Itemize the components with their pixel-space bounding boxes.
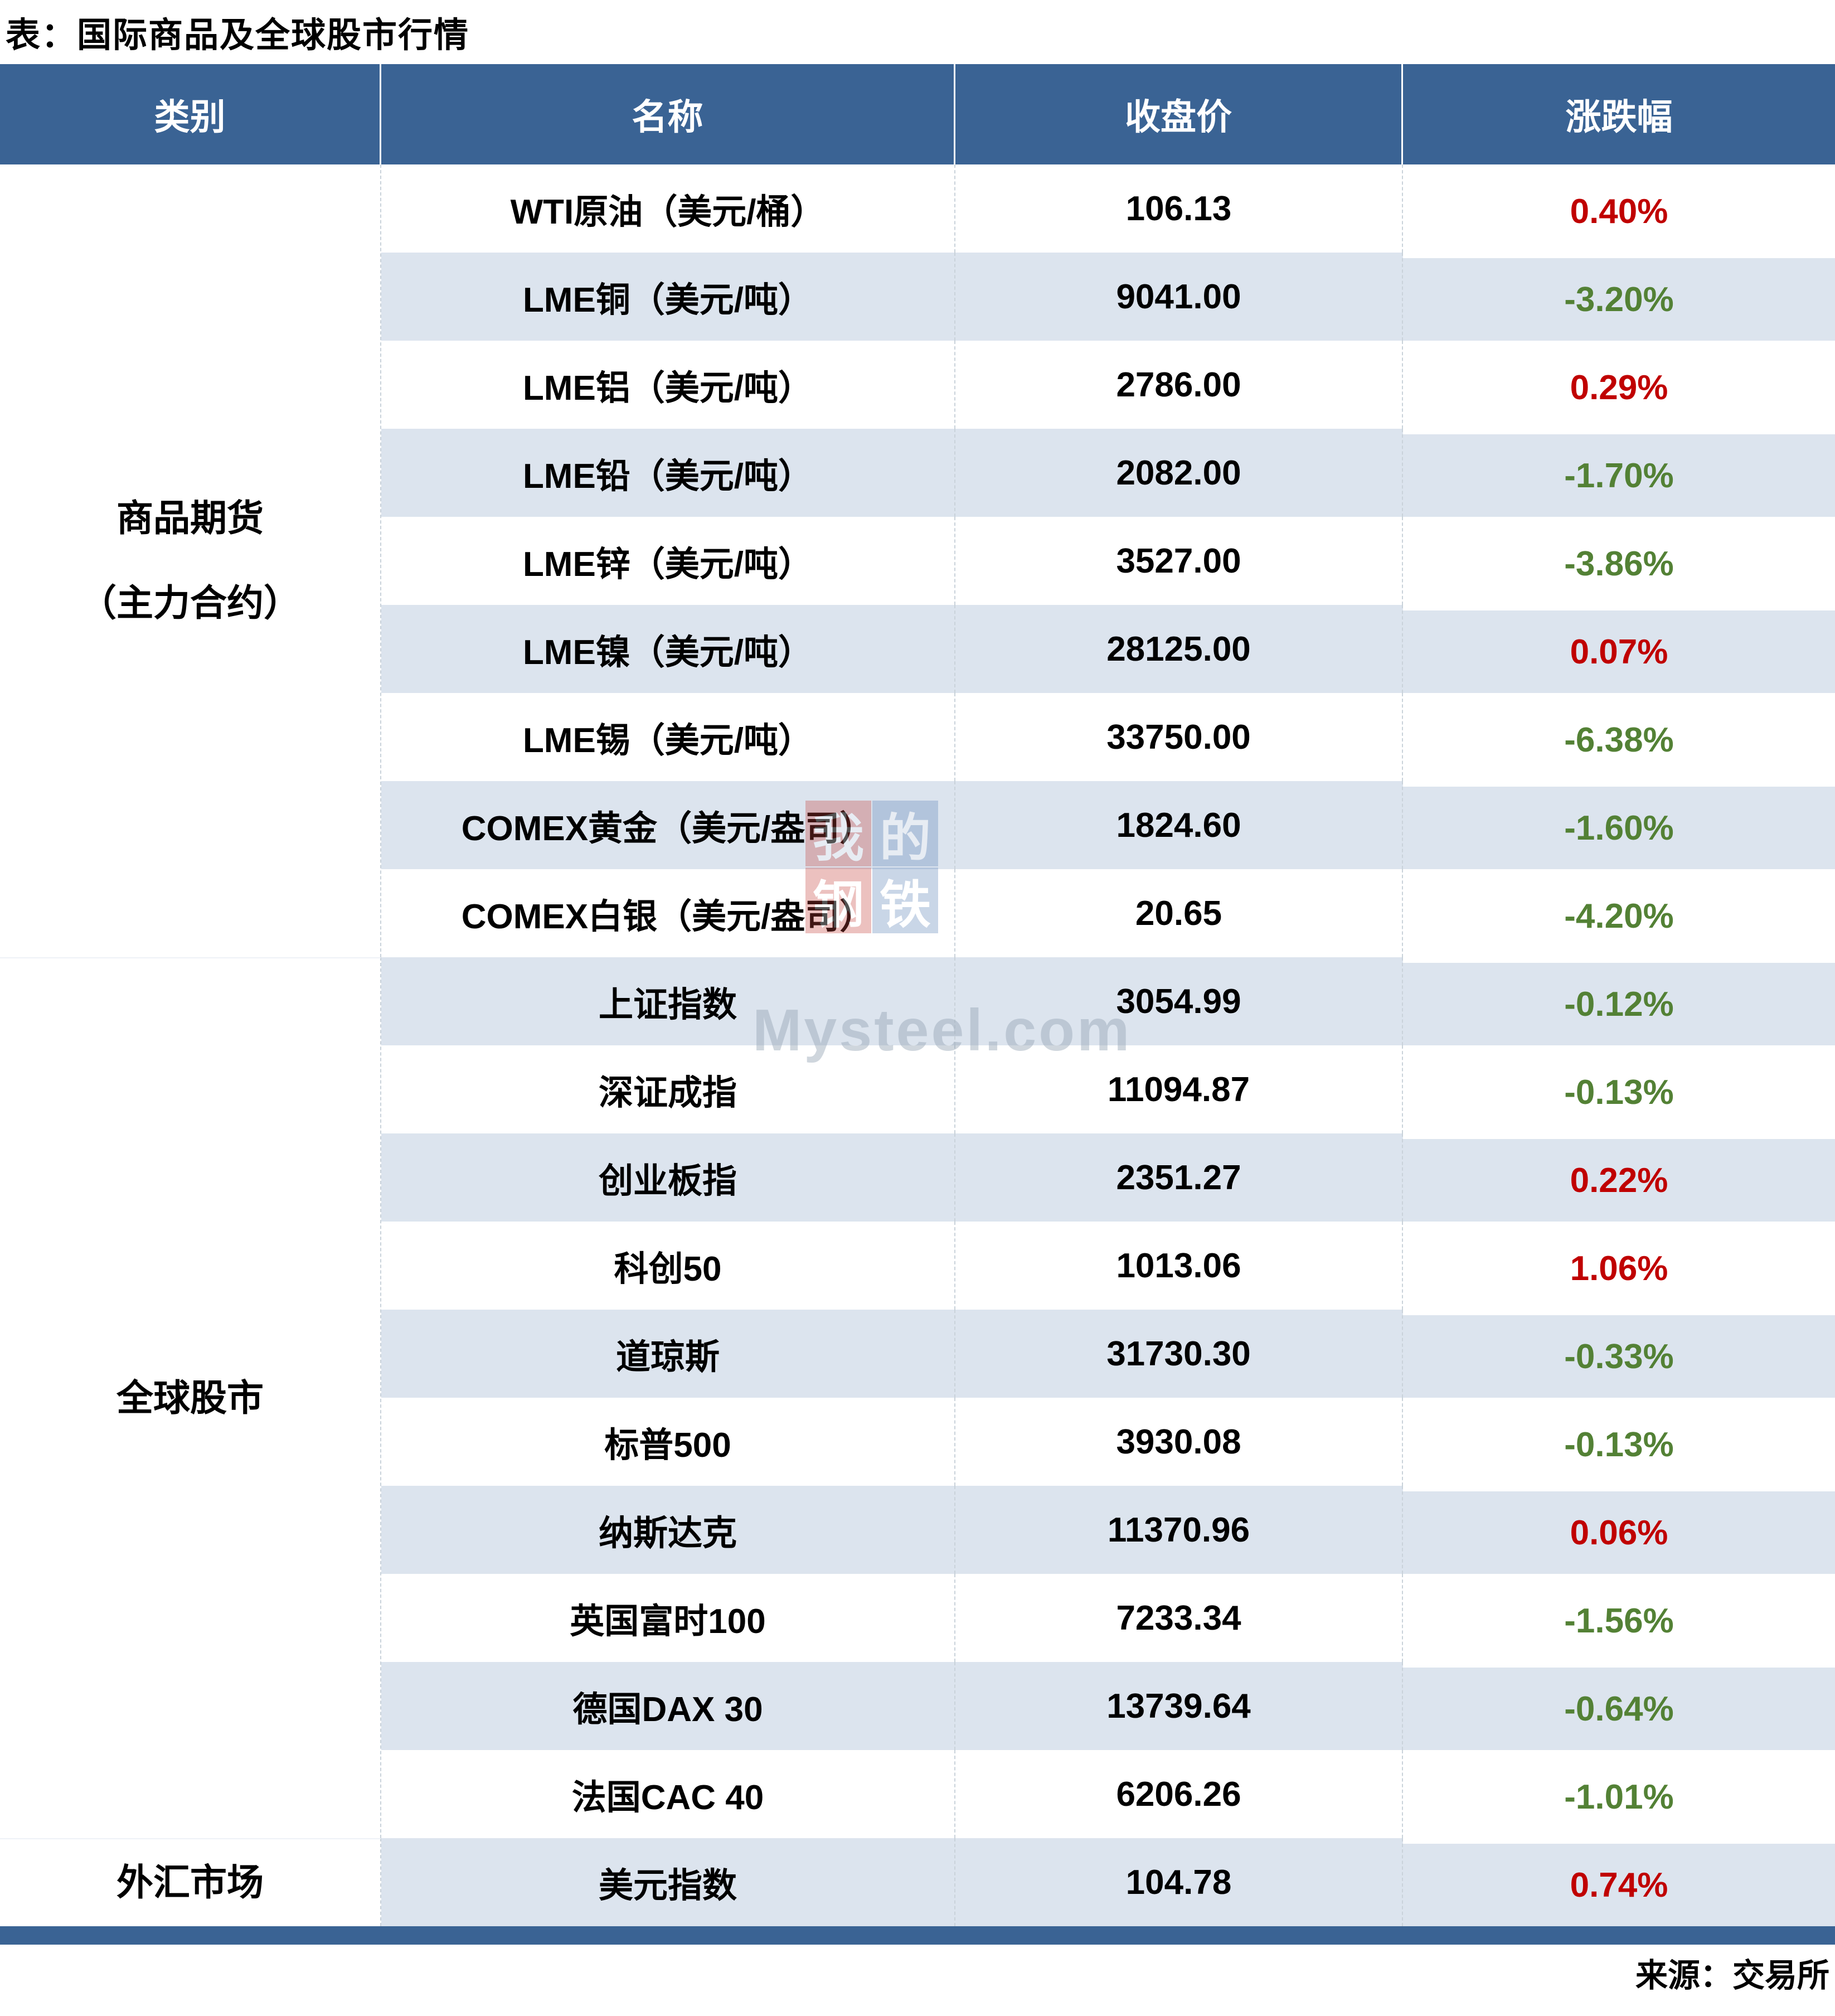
instrument-name-cell: 深证成指	[381, 1045, 955, 1133]
category-label-line: 外汇市场	[116, 1862, 264, 1903]
table-row: LME锡（美元/吨） 33750.00 -6.38%	[0, 693, 1835, 781]
header-close-price: 收盘价	[955, 64, 1403, 164]
change-pct-cell: -6.38%	[1403, 693, 1835, 781]
instrument-name-cell: 德国DAX 30	[381, 1662, 955, 1750]
change-pct-cell: -3.86%	[1403, 517, 1835, 605]
instrument-name-cell: 法国CAC 40	[381, 1750, 955, 1838]
instrument-name-cell: LME镍（美元/吨）	[381, 605, 955, 693]
table-row: 德国DAX 30 13739.64 -0.64%	[0, 1662, 1835, 1750]
instrument-name-cell: 纳斯达克	[381, 1486, 955, 1574]
change-pct-cell: -1.01%	[1403, 1750, 1835, 1838]
change-pct-cell: -3.20%	[1403, 253, 1835, 341]
change-pct-cell: -0.12%	[1403, 957, 1835, 1045]
change-pct-cell: -0.33%	[1403, 1310, 1835, 1398]
instrument-name-cell: LME铅（美元/吨）	[381, 429, 955, 517]
change-pct-cell: 1.06%	[1403, 1222, 1835, 1310]
table-row: COMEX白银（美元/盎司） 20.65 -4.20%	[0, 869, 1835, 957]
instrument-name-cell: 美元指数	[381, 1838, 955, 1926]
table-row: 道琼斯 31730.30 -0.33%	[0, 1310, 1835, 1398]
table-row: 纳斯达克 11370.96 0.06%	[0, 1486, 1835, 1574]
change-pct-cell: -0.13%	[1403, 1045, 1835, 1133]
category-label-line: （主力合约）	[80, 582, 300, 623]
instrument-name-cell: LME锌（美元/吨）	[381, 517, 955, 605]
table-row: 创业板指 2351.27 0.22%	[0, 1133, 1835, 1222]
instrument-name-cell: LME铜（美元/吨）	[381, 253, 955, 341]
instrument-name-cell: COMEX白银（美元/盎司）	[381, 869, 955, 957]
table-row: 法国CAC 40 6206.26 -1.01%	[0, 1750, 1835, 1838]
close-price-cell: 28125.00	[955, 605, 1403, 693]
instrument-name-cell: 科创50	[381, 1222, 955, 1310]
close-price-cell: 11094.87	[955, 1045, 1403, 1133]
change-pct-cell: -0.64%	[1403, 1662, 1835, 1750]
table-bottom-bar	[0, 1926, 1835, 1945]
instrument-name-cell: 英国富时100	[381, 1574, 955, 1662]
instrument-name-cell: 创业板指	[381, 1133, 955, 1222]
table-row: LME镍（美元/吨） 28125.00 0.07%	[0, 605, 1835, 693]
instrument-name-cell: WTI原油（美元/桶）	[381, 164, 955, 253]
close-price-cell: 6206.26	[955, 1750, 1403, 1838]
table-row: LME铝（美元/吨） 2786.00 0.29%	[0, 341, 1835, 429]
close-price-cell: 1824.60	[955, 781, 1403, 869]
close-price-cell: 106.13	[955, 164, 1403, 253]
table-row: 外汇市场 美元指数 104.78 0.74%	[0, 1838, 1835, 1926]
table-row: COMEX黄金（美元/盎司） 1824.60 -1.60%	[0, 781, 1835, 869]
category-cell: 外汇市场	[0, 1838, 381, 1926]
close-price-cell: 20.65	[955, 869, 1403, 957]
close-price-cell: 2351.27	[955, 1133, 1403, 1222]
header-change-pct: 涨跌幅	[1403, 64, 1835, 164]
close-price-cell: 3054.99	[955, 957, 1403, 1045]
close-price-cell: 7233.34	[955, 1574, 1403, 1662]
close-price-cell: 104.78	[955, 1838, 1403, 1926]
table-row: 全球股市 上证指数 3054.99 -0.12%	[0, 957, 1835, 1838]
quotes-table: 类别 名称 收盘价 涨跌幅 商品期货 （主力合约） WTI原油（美元/桶） 106.1…	[0, 64, 1835, 1926]
close-price-cell: 31730.30	[955, 1310, 1403, 1398]
change-pct-cell: 0.40%	[1403, 164, 1835, 253]
close-price-cell: 1013.06	[955, 1222, 1403, 1310]
close-price-cell: 11370.96	[955, 1486, 1403, 1574]
change-pct-cell: 0.06%	[1403, 1486, 1835, 1574]
table-row: 深证成指 11094.87 -0.13%	[0, 1045, 1835, 1133]
header-name: 名称	[381, 64, 955, 164]
category-cell: 商品期货 （主力合约）	[0, 164, 381, 957]
close-price-cell: 3930.08	[955, 1398, 1403, 1486]
header-category: 类别	[0, 64, 381, 164]
close-price-cell: 2786.00	[955, 341, 1403, 429]
header-row: 类别 名称 收盘价 涨跌幅	[0, 64, 1835, 164]
instrument-name-cell: COMEX黄金（美元/盎司）	[381, 781, 955, 869]
change-pct-cell: -1.70%	[1403, 429, 1835, 517]
close-price-cell: 2082.00	[955, 429, 1403, 517]
change-pct-cell: 0.74%	[1403, 1838, 1835, 1926]
instrument-name-cell: 道琼斯	[381, 1310, 955, 1398]
source-note: 来源：交易所	[1635, 1957, 1829, 1994]
instrument-name-cell: 标普500	[381, 1398, 955, 1486]
instrument-name-cell: LME锡（美元/吨）	[381, 693, 955, 781]
table-row: 英国富时100 7233.34 -1.56%	[0, 1574, 1835, 1662]
instrument-name-cell: LME铝（美元/吨）	[381, 341, 955, 429]
close-price-cell: 3527.00	[955, 517, 1403, 605]
instrument-name-cell: 上证指数	[381, 957, 955, 1045]
category-label-line: 全球股市	[116, 1377, 264, 1419]
change-pct-cell: 0.07%	[1403, 605, 1835, 693]
change-pct-cell: -4.20%	[1403, 869, 1835, 957]
table-row: LME铅（美元/吨） 2082.00 -1.70%	[0, 429, 1835, 517]
table-row: 科创50 1013.06 1.06%	[0, 1222, 1835, 1310]
close-price-cell: 33750.00	[955, 693, 1403, 781]
category-label-line: 商品期货	[116, 497, 264, 539]
table-row: LME铜（美元/吨） 9041.00 -3.20%	[0, 253, 1835, 341]
change-pct-cell: 0.22%	[1403, 1133, 1835, 1222]
figure-title: 表：国际商品及全球股市行情	[6, 16, 470, 55]
table-row: 商品期货 （主力合约） WTI原油（美元/桶） 106.13 0.40%	[0, 164, 1835, 957]
category-cell: 全球股市	[0, 957, 381, 1838]
change-pct-cell: -1.56%	[1403, 1574, 1835, 1662]
change-pct-cell: -1.60%	[1403, 781, 1835, 869]
close-price-cell: 13739.64	[955, 1662, 1403, 1750]
table-row: LME锌（美元/吨） 3527.00 -3.86%	[0, 517, 1835, 605]
change-pct-cell: 0.29%	[1403, 341, 1835, 429]
table-row: 标普500 3930.08 -0.13%	[0, 1398, 1835, 1486]
change-pct-cell: -0.13%	[1403, 1398, 1835, 1486]
close-price-cell: 9041.00	[955, 253, 1403, 341]
